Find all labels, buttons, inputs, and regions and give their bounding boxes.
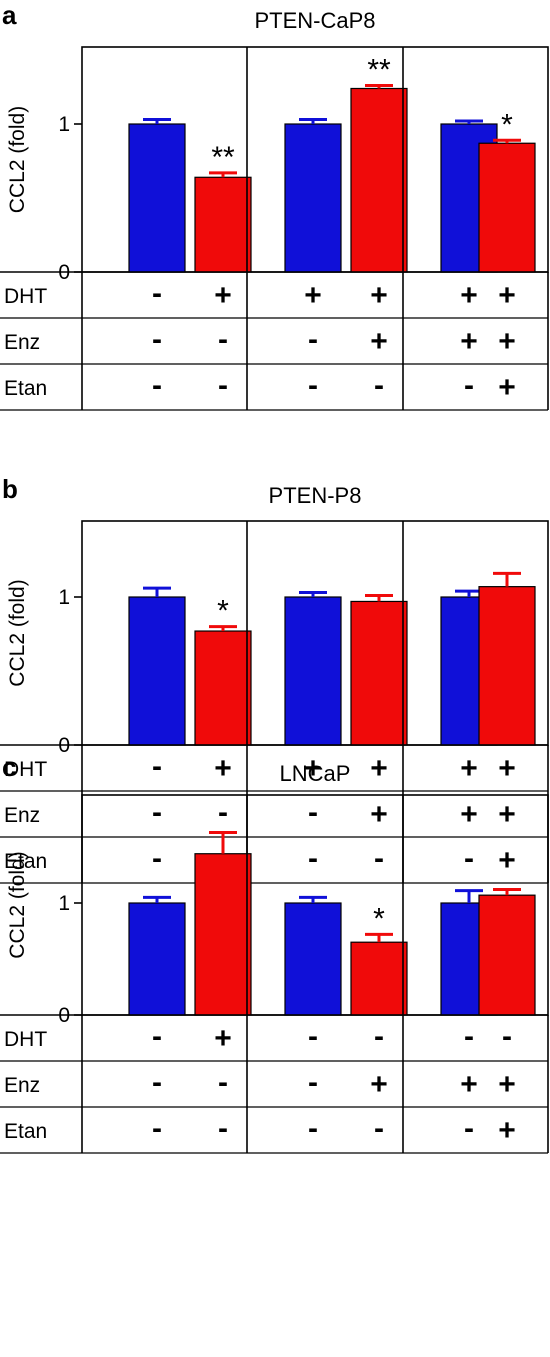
y-tick-label: 1 (58, 586, 70, 609)
bar (284, 902, 342, 1016)
condition-symbol: + (370, 325, 388, 358)
y-tick-label: 1 (58, 113, 70, 136)
condition-symbol: + (370, 752, 388, 785)
significance-label: ** (211, 141, 235, 174)
condition-symbol: - (374, 842, 384, 875)
condition-symbol: - (308, 369, 318, 402)
chart-title: LNCaP (280, 761, 351, 786)
y-axis-label: CCL2 (fold) (6, 851, 29, 958)
condition-symbol: - (152, 323, 162, 356)
condition-symbol: - (502, 1020, 512, 1053)
bar (284, 123, 342, 273)
condition-symbol: + (370, 1068, 388, 1101)
y-axis-label: CCL2 (fold) (6, 106, 29, 213)
condition-symbol: - (152, 1066, 162, 1099)
condition-symbol: + (498, 279, 516, 312)
condition-symbol: - (308, 1020, 318, 1053)
y-tick-label: 1 (58, 892, 70, 915)
row-label: Etan (4, 377, 47, 400)
condition-symbol: - (374, 1020, 384, 1053)
chart-title: PTEN-P8 (269, 483, 362, 508)
condition-symbol: + (370, 279, 388, 312)
condition-symbol: + (460, 798, 478, 831)
bar (284, 596, 342, 746)
condition-symbol: + (460, 1068, 478, 1101)
condition-symbol: - (152, 750, 162, 783)
significance-label: ** (367, 54, 391, 87)
row-label: DHT (4, 285, 47, 308)
condition-symbol: - (374, 369, 384, 402)
condition-symbol: - (464, 842, 474, 875)
panel-letter: c (2, 752, 16, 782)
condition-symbol: - (152, 842, 162, 875)
condition-symbol: - (152, 796, 162, 829)
condition-symbol: + (498, 371, 516, 404)
condition-symbol: + (370, 798, 388, 831)
condition-symbol: + (304, 279, 322, 312)
condition-symbol: + (214, 279, 232, 312)
condition-symbol: - (152, 277, 162, 310)
condition-symbol: + (304, 752, 322, 785)
row-label: DHT (4, 758, 47, 781)
bar (478, 586, 536, 746)
bar (478, 894, 536, 1016)
condition-symbol: - (308, 842, 318, 875)
condition-symbol: + (498, 1068, 516, 1101)
condition-symbol: - (374, 1112, 384, 1145)
chart-title: PTEN-CaP8 (254, 8, 375, 33)
condition-symbol: - (152, 1112, 162, 1145)
condition-symbol: + (460, 279, 478, 312)
condition-symbol: - (218, 369, 228, 402)
condition-symbol: + (460, 325, 478, 358)
condition-symbol: + (460, 752, 478, 785)
row-label: Etan (4, 1120, 47, 1143)
condition-symbol: + (498, 325, 516, 358)
row-label: Enz (4, 331, 40, 354)
condition-symbol: - (218, 323, 228, 356)
panel-letter: a (2, 0, 17, 30)
condition-symbol: - (152, 369, 162, 402)
bar (194, 630, 252, 746)
condition-symbol: - (464, 369, 474, 402)
condition-symbol: - (308, 1066, 318, 1099)
bar (194, 853, 252, 1016)
significance-label: * (373, 902, 385, 935)
y-axis-label: CCL2 (fold) (6, 579, 29, 686)
condition-symbol: - (152, 1020, 162, 1053)
bar (128, 596, 186, 746)
condition-symbol: + (498, 752, 516, 785)
row-label: Etan (4, 850, 47, 873)
condition-symbol: - (308, 1112, 318, 1145)
condition-symbol: + (214, 752, 232, 785)
bar (350, 941, 408, 1016)
bar (350, 600, 408, 746)
condition-symbol: - (218, 1112, 228, 1145)
condition-symbol: - (464, 1112, 474, 1145)
panel-letter: b (2, 474, 18, 504)
row-label: DHT (4, 1028, 47, 1051)
condition-symbol: + (498, 798, 516, 831)
row-label: Enz (4, 1074, 40, 1097)
bar (350, 87, 408, 273)
condition-symbol: - (218, 1066, 228, 1099)
condition-symbol: - (308, 323, 318, 356)
condition-symbol: - (218, 796, 228, 829)
significance-label: * (501, 108, 513, 141)
condition-symbol: + (498, 1114, 516, 1147)
bar (478, 142, 536, 273)
row-label: Enz (4, 804, 40, 827)
condition-symbol: + (498, 844, 516, 877)
condition-symbol: - (308, 796, 318, 829)
significance-label: * (217, 595, 229, 628)
condition-symbol: + (214, 1022, 232, 1055)
bar (194, 176, 252, 273)
bar (128, 123, 186, 273)
condition-symbol: - (464, 1020, 474, 1053)
bar (128, 902, 186, 1016)
